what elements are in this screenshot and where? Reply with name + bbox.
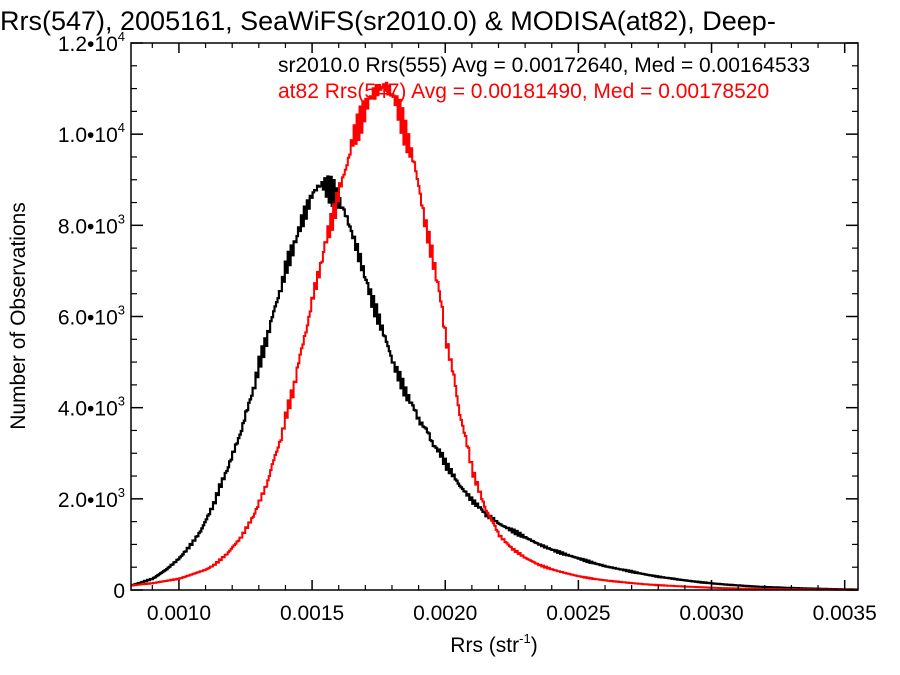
y-tick-label: 1.2•104 bbox=[58, 29, 125, 56]
y-tick-label: 1.0•104 bbox=[58, 120, 125, 147]
y-tick-mantissa: 2.0•10 bbox=[58, 489, 118, 512]
y-tick-label: 8.0•103 bbox=[58, 211, 125, 238]
y-tick-label: 4.0•103 bbox=[58, 394, 125, 421]
x-tick-label: 0.0020 bbox=[413, 602, 477, 625]
x-tick-label: 0.0030 bbox=[679, 602, 743, 625]
series-line-0 bbox=[131, 175, 858, 591]
series-line-1 bbox=[131, 81, 858, 591]
plot-frame bbox=[130, 42, 859, 591]
y-tick-label: 6.0•103 bbox=[58, 303, 125, 330]
x-axis-label: Rrs (str-1) bbox=[450, 631, 537, 657]
y-tick-mantissa: 8.0•10 bbox=[58, 215, 118, 238]
y-tick-mantissa: 1.2•10 bbox=[58, 33, 118, 56]
y-tick-label: 2.0•103 bbox=[58, 485, 125, 512]
axis-ticks: 0.0010 0.0015 0.0020 0.0025 0.0030 0.0035 0 2.0… bbox=[58, 29, 877, 625]
chart-title: Rrs(547), 2005161, SeaWiFS(sr2010.0) & M… bbox=[0, 6, 776, 36]
y-tick-exponent: 3 bbox=[118, 211, 125, 226]
y-tick-exponent: 3 bbox=[118, 303, 125, 318]
x-tick-label: 0.0015 bbox=[280, 602, 344, 625]
x-tick-label: 0.0035 bbox=[813, 602, 877, 625]
y-tick-mantissa: 6.0•10 bbox=[58, 307, 118, 330]
x-axis-label-close: ) bbox=[531, 634, 538, 657]
x-axis-label-superscript: -1 bbox=[519, 631, 531, 646]
y-tick-exponent: 4 bbox=[118, 29, 125, 44]
y-tick-exponent: 4 bbox=[118, 120, 125, 135]
x-axis-label-text: Rrs (str bbox=[450, 634, 519, 657]
y-tick-exponent: 3 bbox=[118, 394, 125, 409]
y-tick-mantissa: 0 bbox=[113, 580, 125, 603]
y-tick-mantissa: 1.0•10 bbox=[58, 124, 118, 147]
y-tick-mantissa: 4.0•10 bbox=[58, 398, 118, 421]
legend-entry-black: sr2010.0 Rrs(555) Avg = 0.00172640, Med … bbox=[278, 54, 810, 77]
y-axis-label: Number of Observations bbox=[7, 202, 30, 430]
x-tick-label: 0.0025 bbox=[546, 602, 610, 625]
legend-entry-red: at82 Rrs(547) Avg = 0.00181490, Med = 0.… bbox=[278, 80, 769, 103]
y-tick-label: 0 bbox=[113, 580, 125, 603]
y-tick-exponent: 3 bbox=[118, 485, 125, 500]
plot-area bbox=[131, 81, 858, 591]
x-tick-label: 0.0010 bbox=[147, 602, 211, 625]
